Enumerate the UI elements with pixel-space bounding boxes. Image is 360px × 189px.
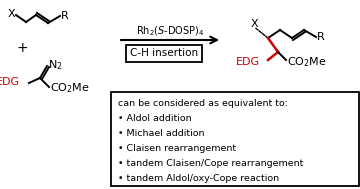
Text: • Aldol addition: • Aldol addition	[118, 114, 192, 123]
Text: X: X	[250, 19, 258, 29]
Text: • Michael addition: • Michael addition	[118, 129, 204, 138]
Text: EDG: EDG	[236, 57, 260, 67]
Text: +: +	[16, 41, 28, 55]
FancyBboxPatch shape	[111, 92, 359, 186]
Text: CO$_2$Me: CO$_2$Me	[50, 81, 90, 95]
Text: CO$_2$Me: CO$_2$Me	[287, 55, 327, 69]
Text: • tandem Aldol/oxy-Cope reaction: • tandem Aldol/oxy-Cope reaction	[118, 174, 279, 183]
Text: R: R	[317, 32, 325, 42]
Text: can be considered as equivalent to:: can be considered as equivalent to:	[118, 99, 288, 108]
Text: • tandem Claisen/Cope rearrangement: • tandem Claisen/Cope rearrangement	[118, 159, 303, 168]
Text: C-H insertion: C-H insertion	[130, 49, 198, 59]
Text: X: X	[8, 9, 15, 19]
Text: • Claisen rearrangement: • Claisen rearrangement	[118, 144, 236, 153]
Text: R: R	[61, 11, 69, 21]
FancyBboxPatch shape	[126, 45, 202, 62]
Text: EDG: EDG	[0, 77, 20, 87]
Text: N$_2$: N$_2$	[48, 58, 63, 72]
Text: Rh$_2$($S$-DOSP)$_4$: Rh$_2$($S$-DOSP)$_4$	[136, 24, 204, 38]
